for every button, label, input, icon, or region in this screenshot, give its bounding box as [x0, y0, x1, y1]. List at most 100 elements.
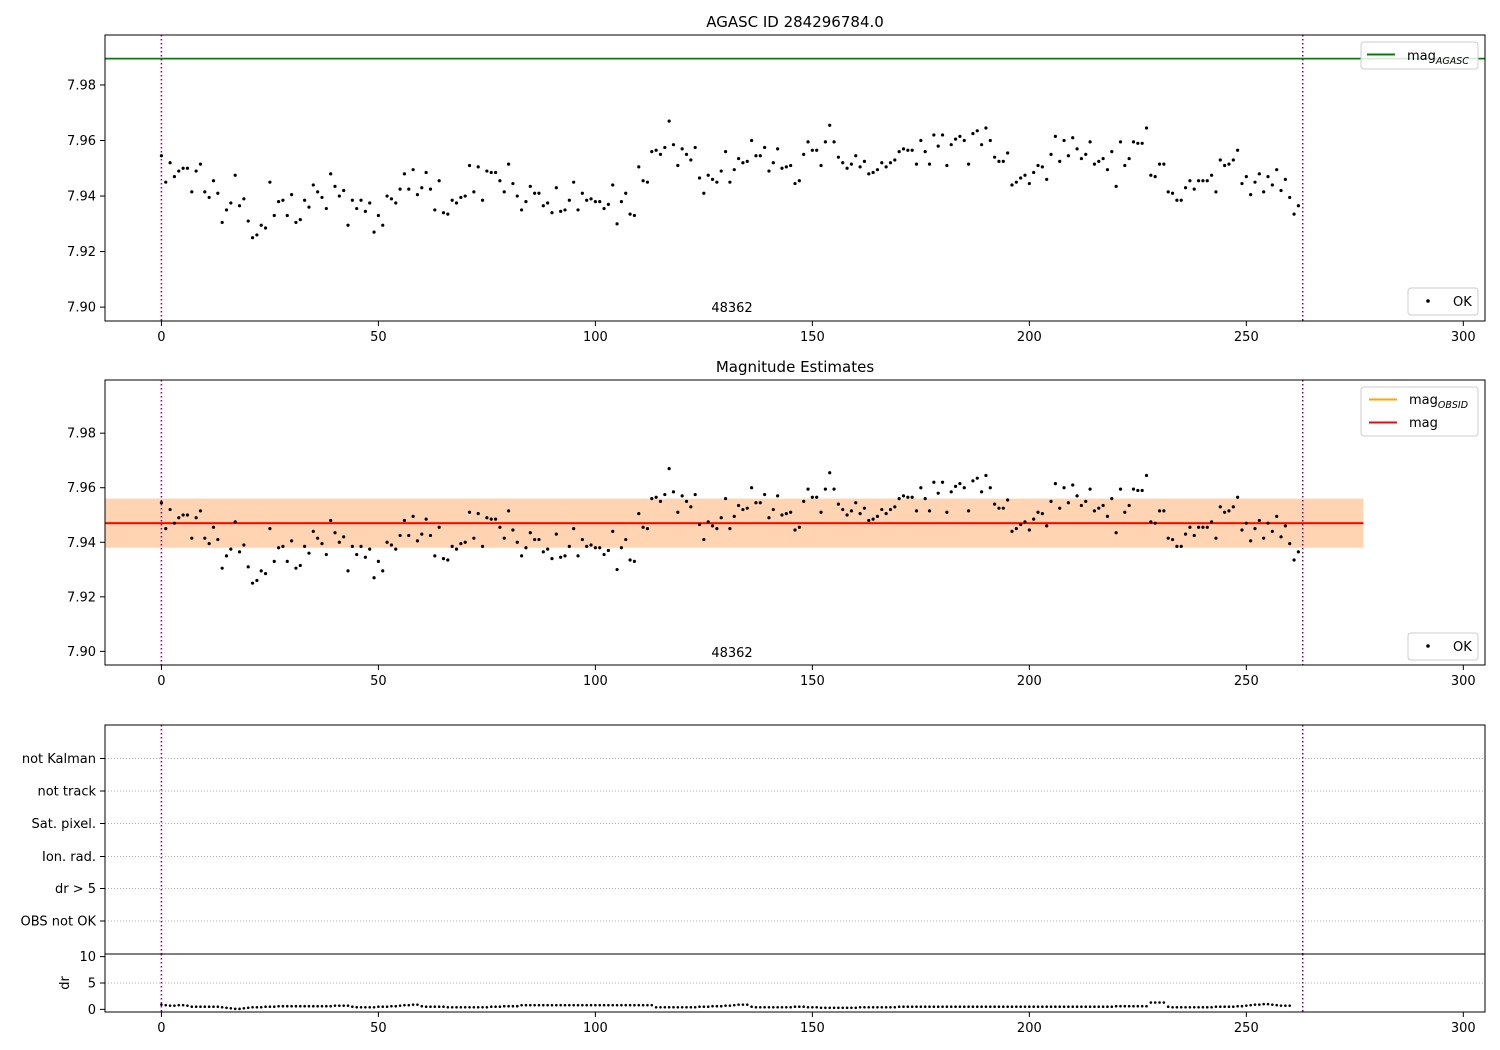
- mag-point: [697, 522, 702, 527]
- mag-point: [940, 480, 945, 484]
- mag-point: [450, 198, 454, 202]
- mag-point: [441, 211, 446, 215]
- mag-point: [172, 521, 177, 525]
- mag-point: [828, 123, 832, 127]
- mag-point: [1118, 487, 1123, 491]
- mag-point: [910, 148, 914, 152]
- dr-point: [607, 1003, 610, 1007]
- mag-point: [854, 154, 858, 158]
- mag-point: [320, 542, 324, 546]
- dr-point: [741, 1003, 745, 1006]
- dr-point: [611, 1003, 615, 1007]
- mag-point: [906, 495, 910, 499]
- dr-point: [233, 1007, 237, 1011]
- mag-point: [194, 169, 198, 173]
- mag-point: [506, 162, 511, 166]
- x-tick-label: 250: [1234, 674, 1259, 689]
- mag-point: [268, 527, 272, 531]
- mag-point: [763, 492, 767, 497]
- mag-point: [641, 179, 645, 183]
- mag-point: [1236, 148, 1240, 152]
- mag-point: [676, 163, 680, 168]
- mag-point: [290, 193, 294, 197]
- dr-point: [177, 1003, 181, 1007]
- panel2-legend-ok: OK: [1407, 632, 1479, 661]
- dr-point: [359, 1005, 363, 1009]
- mag-point: [1023, 520, 1027, 524]
- dr-point: [880, 1005, 884, 1009]
- agasc-panel: AGASC ID 284296784.0 0 50 100 150 200 250 300 …: [67, 13, 1486, 345]
- dr-point: [763, 1005, 766, 1009]
- panel1-y-axis: 7.90 7.92 7.94 7.96 7.98: [67, 78, 105, 316]
- mag-point: [424, 170, 428, 175]
- dr-point: [1110, 1005, 1114, 1009]
- dr-point: [1049, 1005, 1053, 1009]
- dr-point: [1262, 1002, 1265, 1006]
- mag-point: [1196, 179, 1201, 183]
- mag-point: [216, 537, 220, 542]
- dr-point: [186, 1004, 189, 1007]
- mag-point: [1175, 544, 1179, 548]
- dr-point: [845, 1006, 849, 1010]
- panel4-plot-area: [105, 954, 1485, 1012]
- mag-point: [624, 191, 628, 195]
- mag-point: [1049, 152, 1053, 156]
- dr-point: [884, 1005, 888, 1009]
- x-tick-label: 200: [1017, 1021, 1042, 1036]
- mag-point: [1292, 558, 1296, 562]
- mag-point: [624, 537, 628, 542]
- mag-point: [836, 502, 840, 506]
- x-tick-label: 0: [157, 330, 165, 345]
- mag-point: [849, 509, 854, 513]
- dr-point: [832, 1006, 836, 1010]
- mag-point: [467, 163, 472, 168]
- mag-point: [923, 497, 927, 501]
- mag-point: [272, 213, 276, 218]
- mag-point: [368, 547, 372, 551]
- mag-point: [276, 200, 281, 204]
- dr-point: [238, 1007, 241, 1011]
- mag-point: [988, 486, 992, 490]
- dr-point: [585, 1003, 588, 1007]
- dr-point: [615, 1003, 619, 1007]
- mag-point: [802, 152, 806, 156]
- mag-point: [901, 147, 906, 151]
- mag-point: [1075, 147, 1079, 151]
- mag-point: [528, 184, 532, 188]
- mag-point: [1114, 531, 1118, 535]
- mag-point: [823, 140, 827, 144]
- dr-point: [654, 1005, 658, 1009]
- mag-point: [1188, 525, 1192, 529]
- mag-point: [1066, 501, 1070, 505]
- mag-point: [524, 200, 528, 204]
- dr-point: [789, 1005, 792, 1009]
- dr-point: [945, 1005, 949, 1009]
- mag-point: [1140, 488, 1144, 493]
- mag-point: [363, 555, 367, 559]
- dr-point: [1136, 1004, 1140, 1008]
- mag-point: [619, 200, 624, 204]
- mag-point: [645, 180, 650, 184]
- mag-point: [164, 527, 168, 531]
- mag-point: [1097, 159, 1101, 163]
- mag-point: [541, 550, 545, 554]
- mag-point: [1149, 520, 1153, 524]
- mag-point: [168, 507, 172, 512]
- dr-point: [1106, 1005, 1109, 1009]
- dr-point: [1114, 1004, 1118, 1008]
- panel2-data-layer: [105, 380, 1364, 665]
- mag-point: [1210, 520, 1214, 524]
- mag-point: [671, 143, 676, 147]
- dr-point: [598, 1003, 602, 1007]
- mag-point: [875, 514, 880, 518]
- mag-point: [1127, 156, 1131, 161]
- mag-point: [836, 155, 840, 159]
- legend-label-ok: OK: [1453, 640, 1472, 655]
- mag-point: [472, 190, 476, 194]
- mag-point: [736, 503, 741, 508]
- mag-point: [706, 520, 710, 524]
- dr-point: [524, 1003, 528, 1007]
- panel4-y-label: dr: [58, 976, 73, 990]
- mag-point: [285, 559, 289, 563]
- y-tick-label: 7.96: [67, 134, 96, 149]
